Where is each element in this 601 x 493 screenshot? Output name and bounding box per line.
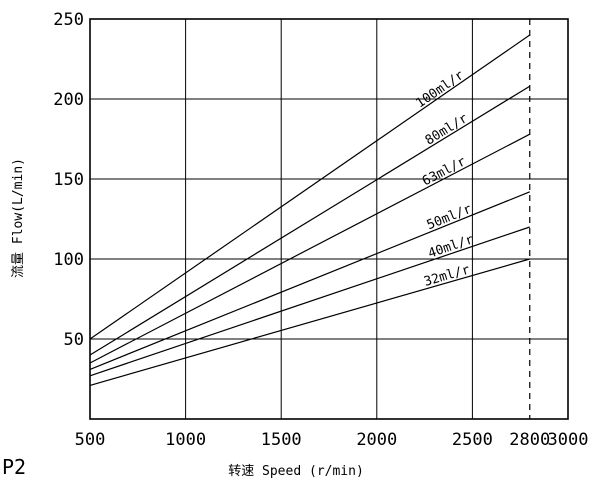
series-label-80ml-r: 80ml/r [423,111,471,148]
series-line-32ml-r [89,258,530,386]
series-line-40ml-r [89,226,530,377]
y-tick-label: 200 [53,90,84,110]
y-tick-label: 100 [53,250,84,270]
series-label-63ml-r: 63ml/r [420,154,469,189]
series-line-63ml-r [89,133,531,364]
x-tick-label: 3000 [548,430,589,450]
x-tick-label: 500 [75,430,106,450]
x-tick-label: 1000 [165,430,206,450]
y-axis-title: 流量 Flow(L/min) [11,158,26,278]
grid [89,18,569,419]
y-tick-label: 50 [64,330,84,350]
x-tick-label: 2500 [452,430,493,450]
series-label-50ml-r: 50ml/r [425,202,474,234]
x-tick-label: 2800 [509,430,550,450]
plot-border [89,18,569,420]
y-tick-label: 150 [53,170,84,190]
y-tick-label: 250 [53,10,84,30]
x-tick-label: 2000 [356,430,397,450]
page-label: P2 [2,455,27,479]
x-axis-title: 转速 Speed (r/min) [228,464,364,479]
plot-frame [89,18,569,420]
series-line-100ml-r [89,34,531,340]
series-label-100ml-r: 100ml/r [413,68,467,112]
series-line-50ml-r [89,191,530,370]
series-group [89,34,531,386]
series-line-80ml-r [89,85,531,356]
x-tick-label: 1500 [261,430,302,450]
series-label-40ml-r: 40ml/r [426,232,475,261]
series-label-32ml-r: 32ml/r [422,262,471,289]
